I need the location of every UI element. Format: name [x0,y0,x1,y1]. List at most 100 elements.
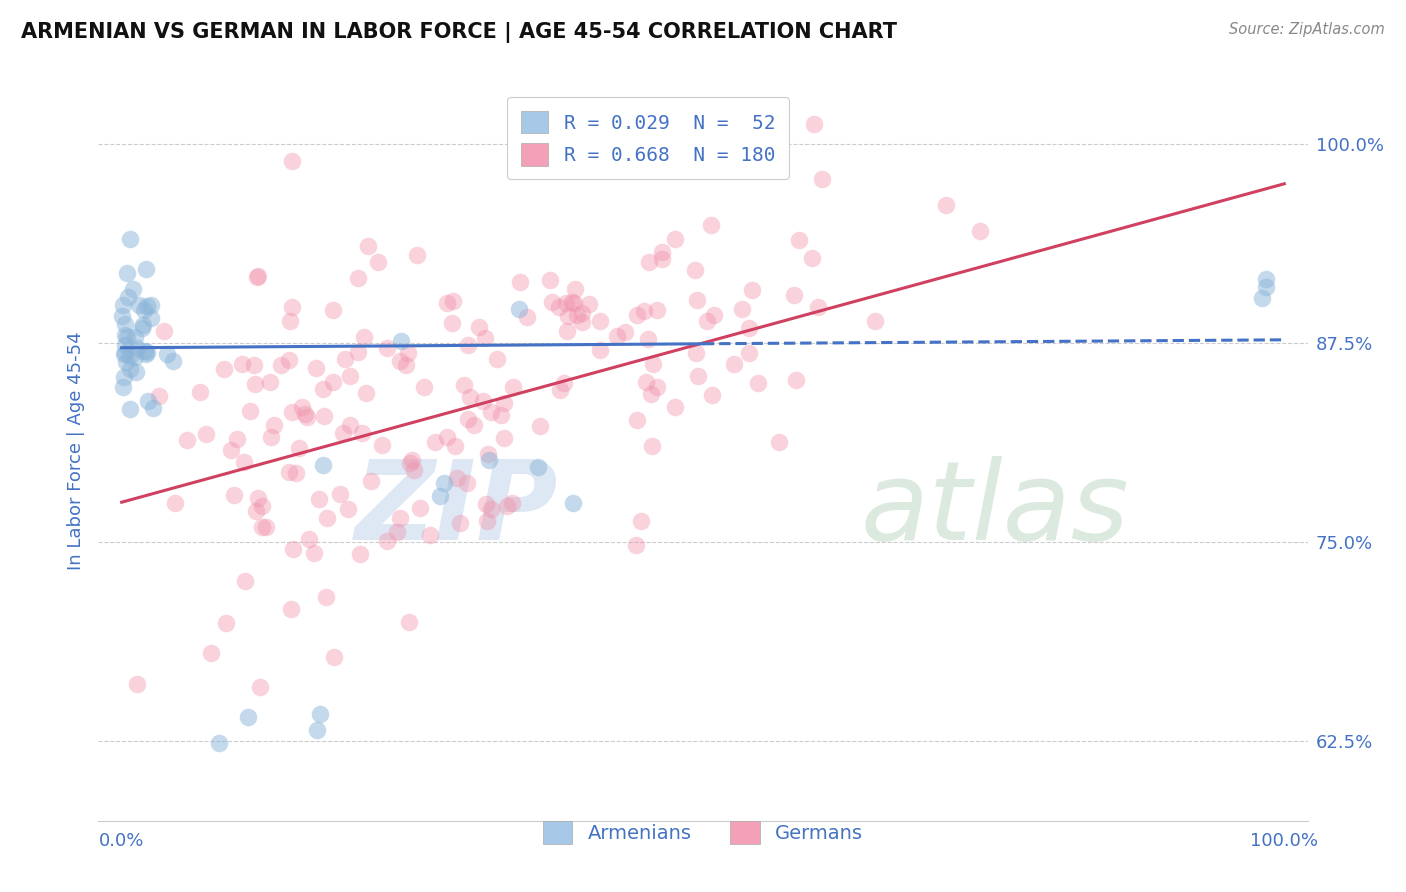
Point [148,389,170,403]
Point [787,233,810,247]
Y-axis label: In Labor Force | Age 45-54: In Labor Force | Age 45-54 [66,331,84,570]
Point [626,413,648,427]
Point [377,533,399,548]
Point [356,385,378,400]
Point [115,355,138,369]
Point [502,379,524,393]
Point [357,239,380,253]
Point [339,417,361,432]
Text: Source: ZipAtlas.com: Source: ZipAtlas.com [1229,22,1385,37]
Point [401,453,423,467]
Point [589,314,612,328]
Point [458,390,481,404]
Point [136,394,159,409]
Point [463,418,485,433]
Point [436,430,458,444]
Point [270,358,292,372]
Point [453,377,475,392]
Point [349,547,371,561]
Point [360,474,382,488]
Point [250,520,273,534]
Point [347,344,370,359]
Point [723,357,745,371]
Point [479,501,502,516]
Point [280,314,302,328]
Point [441,316,464,330]
Point [472,393,495,408]
Point [245,504,267,518]
Point [408,500,430,515]
Point [298,533,321,547]
Point [375,341,398,355]
Point [456,475,478,490]
Point [207,736,229,750]
Point [557,309,579,323]
Point [1250,291,1272,305]
Point [561,496,583,510]
Point [308,491,330,506]
Point [651,245,673,260]
Point [555,324,578,338]
Point [565,308,588,322]
Point [346,271,368,285]
Point [163,496,186,510]
Point [304,360,326,375]
Point [219,442,242,457]
Text: ARMENIAN VS GERMAN IN LABOR FORCE | AGE 45-54 CORRELATION CHART: ARMENIAN VS GERMAN IN LABOR FORCE | AGE … [21,22,897,44]
Point [316,511,339,525]
Point [247,268,270,283]
Point [634,375,657,389]
Point [112,380,135,394]
Point [703,308,725,322]
Point [396,346,419,360]
Point [526,459,548,474]
Point [120,401,142,416]
Point [139,310,162,325]
Point [136,299,159,313]
Point [111,309,134,323]
Point [117,290,139,304]
Point [509,276,531,290]
Point [124,350,146,364]
Point [246,270,269,285]
Point [429,489,451,503]
Point [233,574,256,588]
Point [699,219,721,233]
Text: ZIP: ZIP [354,456,558,563]
Point [141,401,163,415]
Point [640,439,662,453]
Point [637,255,659,269]
Point [281,153,304,168]
Point [312,409,335,423]
Point [606,329,628,343]
Point [664,401,686,415]
Point [457,412,479,426]
Point [249,680,271,694]
Point [332,426,354,441]
Point [402,462,425,476]
Point [280,300,302,314]
Point [259,375,281,389]
Point [195,426,218,441]
Point [322,375,344,389]
Point [685,346,707,360]
Point [200,647,222,661]
Point [112,346,135,360]
Point [125,365,148,379]
Point [807,300,830,314]
Point [389,334,412,348]
Point [785,373,807,387]
Legend: Armenians, Germans: Armenians, Germans [536,814,870,852]
Point [624,538,647,552]
Point [323,649,346,664]
Point [738,346,761,360]
Point [477,514,499,528]
Point [501,496,523,510]
Point [449,516,471,531]
Point [486,352,509,367]
Point [571,314,593,328]
Point [322,303,344,318]
Point [562,296,585,310]
Point [477,447,499,461]
Point [446,471,468,485]
